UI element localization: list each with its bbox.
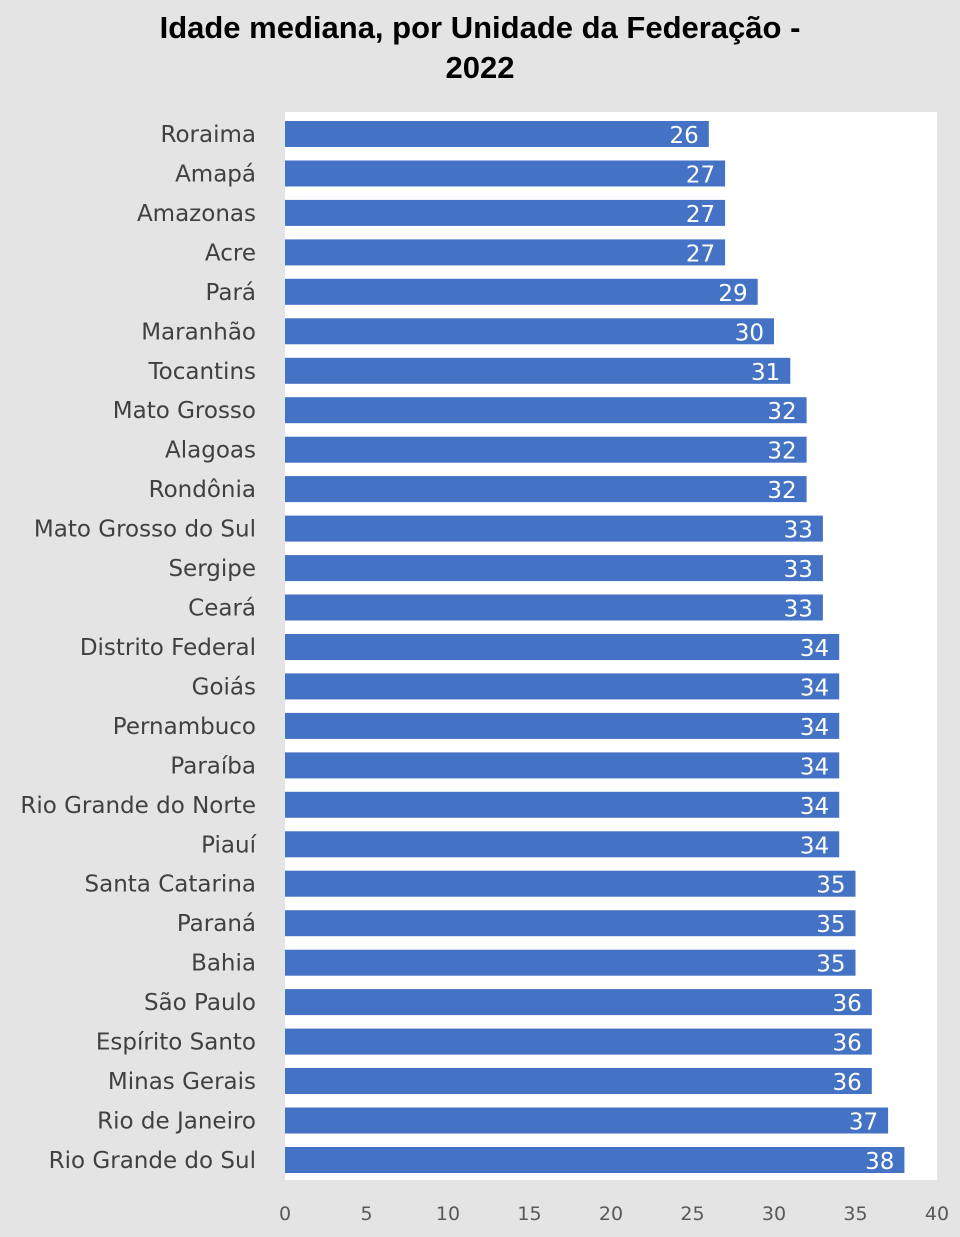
data-label: 34 bbox=[800, 754, 829, 780]
category-label: Roraima bbox=[161, 122, 256, 148]
data-label: 34 bbox=[800, 675, 829, 701]
bar bbox=[285, 791, 840, 818]
data-label: 36 bbox=[833, 991, 862, 1017]
data-label: 35 bbox=[816, 873, 845, 899]
data-label: 36 bbox=[833, 1031, 862, 1057]
bar bbox=[285, 121, 709, 147]
bar bbox=[285, 476, 807, 503]
x-tick-label: 25 bbox=[680, 1203, 704, 1225]
category-label: Piauí bbox=[201, 832, 256, 858]
category-label: Santa Catarina bbox=[85, 872, 256, 898]
bar bbox=[285, 199, 726, 226]
category-label: Amazonas bbox=[137, 201, 256, 227]
category-label: Rio de Janeiro bbox=[97, 1109, 256, 1135]
data-label: 34 bbox=[800, 833, 829, 859]
x-tick-label: 15 bbox=[517, 1203, 541, 1225]
data-label: 31 bbox=[751, 360, 780, 386]
bar bbox=[285, 949, 856, 976]
category-label: Rondônia bbox=[149, 477, 256, 503]
category-label: Espírito Santo bbox=[96, 1030, 256, 1056]
category-label: Paraíba bbox=[170, 753, 256, 779]
category-label: Rio Grande do Sul bbox=[49, 1148, 256, 1174]
bar bbox=[285, 397, 807, 424]
category-label: Mato Grosso do Sul bbox=[34, 517, 256, 543]
category-label: Distrito Federal bbox=[80, 635, 256, 661]
x-tick-label: 35 bbox=[843, 1203, 867, 1225]
bar bbox=[285, 752, 840, 779]
category-label: Bahia bbox=[191, 951, 256, 977]
category-label: Pará bbox=[206, 280, 256, 306]
bar bbox=[285, 278, 758, 305]
bar bbox=[285, 318, 774, 345]
bar bbox=[285, 1147, 905, 1173]
bar bbox=[285, 1107, 889, 1134]
data-label: 33 bbox=[784, 518, 813, 544]
data-label: 34 bbox=[800, 794, 829, 820]
data-label: 30 bbox=[735, 320, 764, 346]
category-label: Rio Grande do Norte bbox=[20, 793, 256, 819]
category-label: Paraná bbox=[177, 911, 256, 937]
data-label: 27 bbox=[686, 202, 715, 228]
bar bbox=[285, 870, 856, 897]
data-label: 36 bbox=[833, 1070, 862, 1096]
bar bbox=[285, 1068, 872, 1094]
data-label: 32 bbox=[767, 399, 796, 425]
category-label: Tocantins bbox=[148, 359, 257, 385]
x-tick-label: 40 bbox=[925, 1203, 949, 1225]
data-label: 35 bbox=[816, 912, 845, 938]
category-label: Alagoas bbox=[165, 438, 256, 464]
bar bbox=[285, 515, 823, 542]
bar bbox=[285, 712, 840, 739]
data-label: 33 bbox=[784, 557, 813, 583]
bar bbox=[285, 436, 807, 463]
category-label: Mato Grosso bbox=[113, 398, 256, 424]
data-label: 38 bbox=[865, 1149, 894, 1175]
bar bbox=[285, 160, 726, 187]
bar bbox=[285, 357, 791, 384]
data-label: 27 bbox=[686, 241, 715, 267]
category-label: Maranhão bbox=[141, 319, 256, 345]
category-label: Pernambuco bbox=[113, 714, 256, 740]
x-tick-label: 5 bbox=[360, 1203, 372, 1225]
x-tick-label: 0 bbox=[279, 1203, 291, 1225]
x-tick-label: 10 bbox=[436, 1203, 460, 1225]
bar bbox=[285, 555, 823, 582]
bar bbox=[285, 594, 823, 621]
x-tick-label: 20 bbox=[599, 1203, 623, 1225]
data-label: 26 bbox=[670, 123, 699, 149]
category-label: São Paulo bbox=[144, 990, 256, 1016]
data-label: 34 bbox=[800, 715, 829, 741]
category-label: Ceará bbox=[188, 596, 256, 622]
data-label: 35 bbox=[816, 952, 845, 978]
bar bbox=[285, 673, 840, 700]
data-label: 27 bbox=[686, 163, 715, 189]
bar bbox=[285, 831, 840, 858]
bar bbox=[285, 1028, 872, 1055]
category-label: Amapá bbox=[175, 162, 256, 188]
data-label: 29 bbox=[718, 281, 747, 307]
data-label: 37 bbox=[849, 1110, 878, 1136]
data-label: 33 bbox=[784, 597, 813, 623]
bar bbox=[285, 910, 856, 937]
category-label: Sergipe bbox=[168, 556, 256, 582]
data-label: 32 bbox=[767, 439, 796, 465]
category-label: Goiás bbox=[192, 674, 256, 700]
bar bbox=[285, 989, 872, 1016]
bar bbox=[285, 634, 840, 660]
chart-title: Idade mediana, por Unidade da Federação … bbox=[159, 10, 801, 85]
category-label: Minas Gerais bbox=[108, 1069, 256, 1095]
bar bbox=[285, 239, 726, 266]
data-label: 32 bbox=[767, 478, 796, 504]
category-label: Acre bbox=[205, 240, 256, 266]
x-tick-label: 30 bbox=[762, 1203, 786, 1225]
data-label: 34 bbox=[800, 636, 829, 662]
